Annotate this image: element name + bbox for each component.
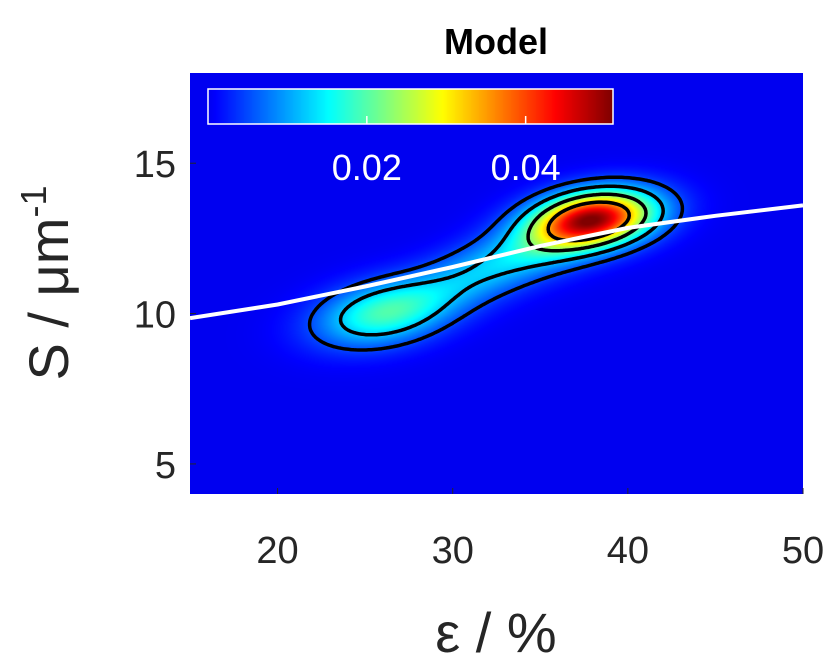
colorbar-tick-label: 0.02 — [332, 147, 402, 188]
x-axis-label: ε / % — [435, 601, 556, 664]
colorbar-gradient — [208, 89, 613, 124]
y-axis-label-main: S / μm — [17, 218, 80, 381]
colorbar-frame — [207, 88, 614, 125]
contour-line-2 — [338, 184, 665, 337]
y-tick-label: 10 — [134, 295, 176, 337]
x-tick-label: 40 — [607, 530, 649, 572]
x-tick-label: 50 — [782, 530, 824, 572]
colorbar-tick-label: 0.04 — [491, 147, 561, 188]
x-tick-label: 20 — [256, 530, 298, 572]
y-axis-label-superscript: -1 — [13, 186, 54, 218]
x-axis-ticks: 20 30 40 50 — [256, 488, 824, 572]
y-axis-ticks: 5 10 15 — [134, 144, 196, 487]
fit-curve — [190, 203, 803, 321]
y-axis-label: S / μm-1 — [13, 186, 80, 381]
colorbar-ticks: 0.02 0.04 — [332, 116, 561, 188]
y-tick-label: 15 — [134, 144, 176, 186]
y-tick-label: 5 — [155, 445, 176, 487]
chart-title: Model — [444, 21, 548, 62]
x-tick-label: 30 — [432, 530, 474, 572]
